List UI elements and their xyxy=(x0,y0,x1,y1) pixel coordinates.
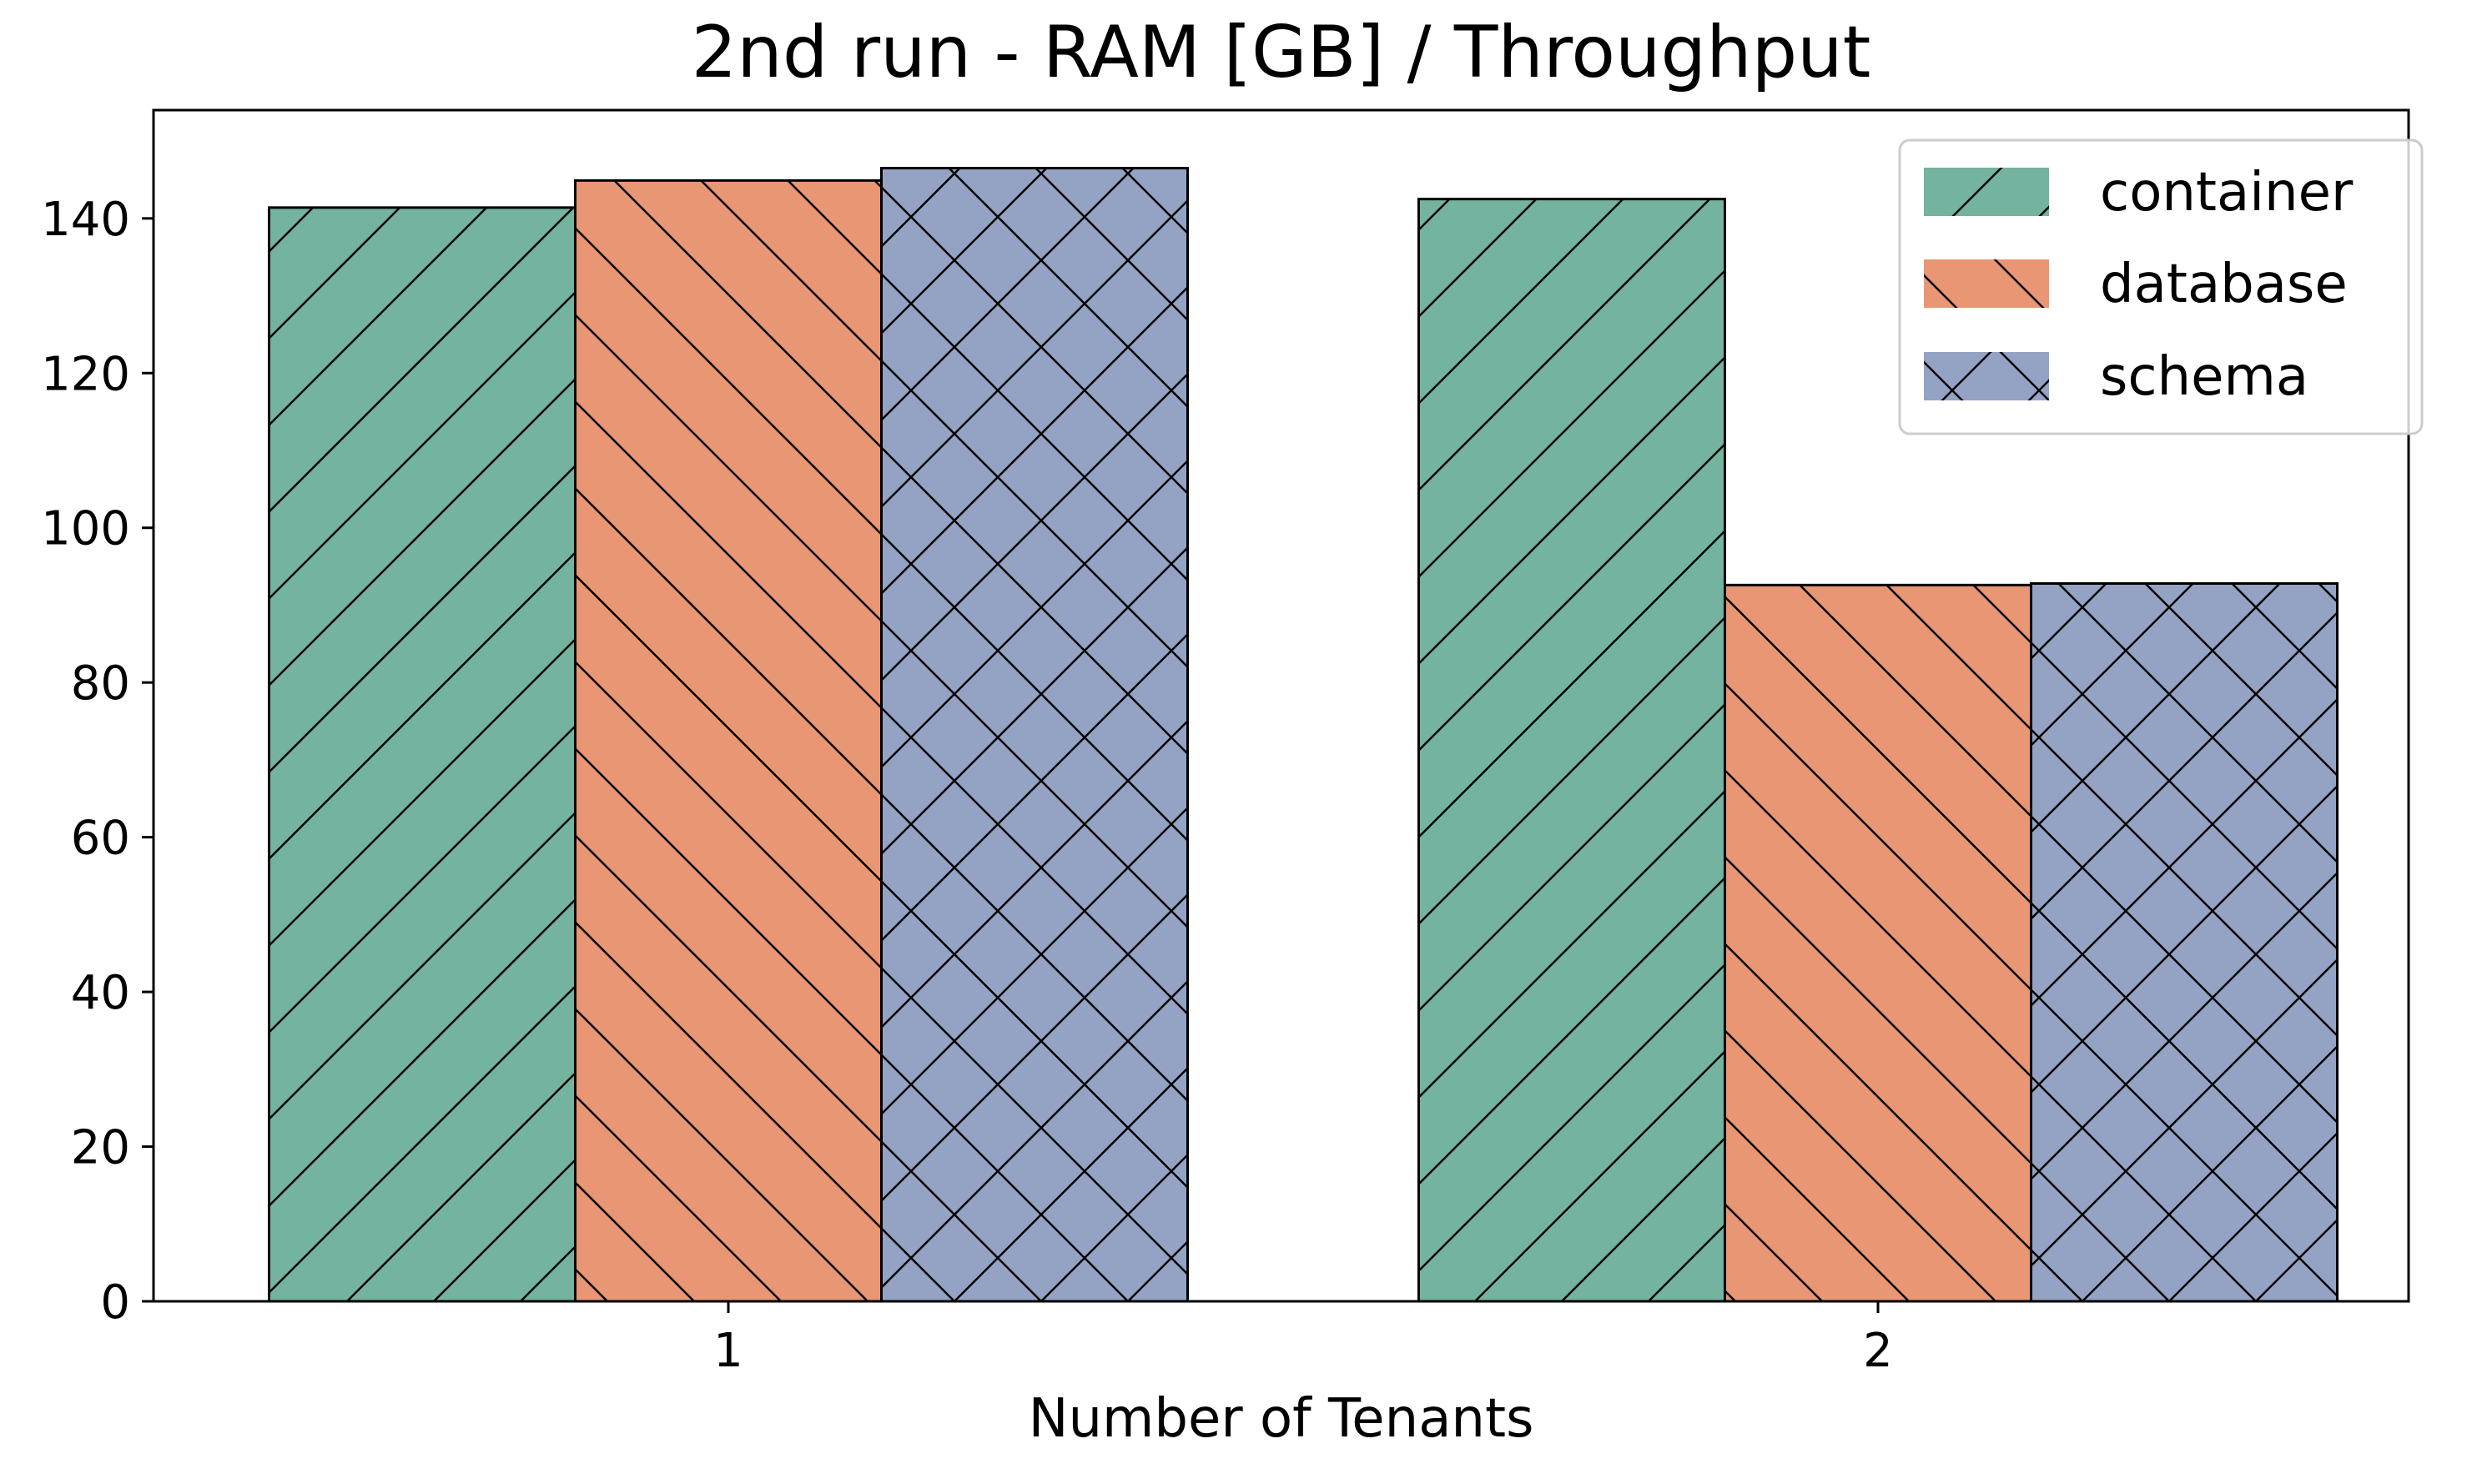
bar-hatch xyxy=(574,179,883,1303)
legend-swatch-hatch xyxy=(1924,352,2049,400)
y-tick-label: 20 xyxy=(71,1121,130,1175)
y-tick-label: 140 xyxy=(41,193,130,247)
y-tick-label: 40 xyxy=(71,966,130,1020)
bar-hatch xyxy=(1417,198,1726,1303)
y-tick-label: 0 xyxy=(100,1275,130,1330)
y-axis: 0 20 40 60 80 100 120 140 xyxy=(41,193,154,1330)
bar-container-1 xyxy=(268,206,576,1303)
chart-title: 2nd run - RAM [GB] / Throughput xyxy=(692,11,1871,94)
bar-hatch xyxy=(268,206,576,1303)
legend-item-schema: schema xyxy=(1924,346,2308,408)
legend-swatch-hatch xyxy=(1924,259,2049,308)
plot-area-frame xyxy=(152,108,2410,1303)
y-tick-label: 100 xyxy=(41,502,130,556)
bar-hatch xyxy=(1724,583,2032,1303)
legend-label: container xyxy=(2100,162,2354,224)
legend-label: database xyxy=(2100,254,2348,315)
y-tick-label: 120 xyxy=(41,347,130,401)
legend-item-container: container xyxy=(1924,162,2354,224)
legend-label: schema xyxy=(2100,346,2308,408)
bars-layer xyxy=(268,167,2339,1303)
bar-hatch xyxy=(2030,581,2339,1303)
bar-database-1 xyxy=(574,179,883,1303)
y-tick-label: 80 xyxy=(71,656,130,711)
bar-schema-2 xyxy=(2030,581,2339,1303)
legend-item-database: database xyxy=(1924,254,2348,315)
bar-schema-1 xyxy=(880,167,1189,1303)
bar-hatch xyxy=(880,167,1189,1303)
legend: container database schema xyxy=(1898,138,2424,435)
x-axis-label: Number of Tenants xyxy=(1029,1388,1534,1450)
legend-swatch-hatch xyxy=(1924,168,2049,216)
x-tick-label: 1 xyxy=(713,1324,743,1378)
x-tick-label: 2 xyxy=(1863,1324,1893,1378)
bar-database-2 xyxy=(1724,583,2032,1303)
bar-container-2 xyxy=(1417,198,1726,1303)
y-tick-label: 60 xyxy=(71,812,130,866)
